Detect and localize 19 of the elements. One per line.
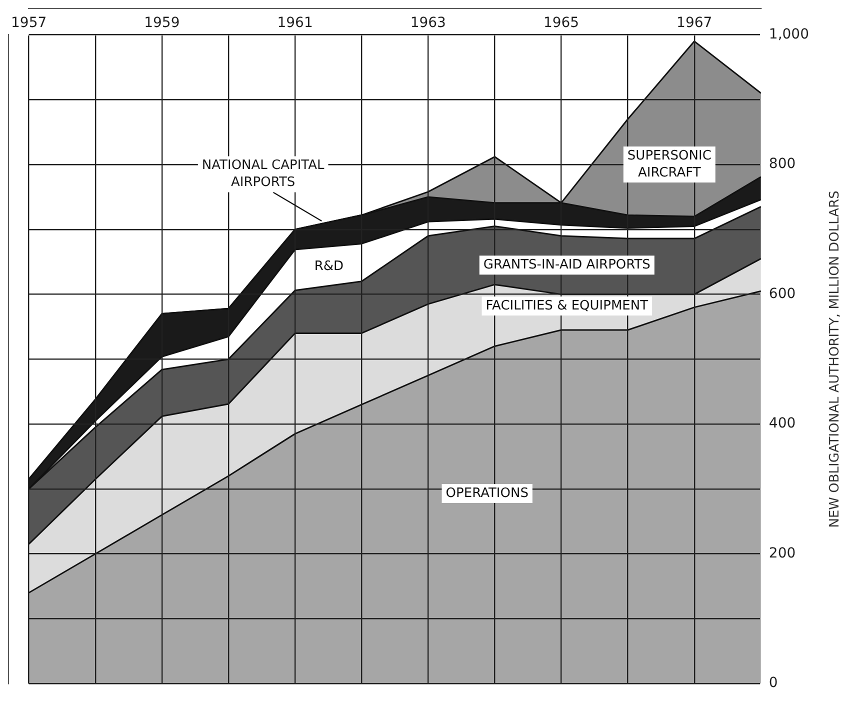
x-tick-label: 1967 xyxy=(676,15,712,32)
y-tick-label: 800 xyxy=(768,156,796,172)
series-label: R&D xyxy=(314,258,344,274)
x-tick-label: 1963 xyxy=(410,15,446,32)
series-label: FACILITIES & EQUIPMENT xyxy=(486,298,648,314)
y-tick-label: 0 xyxy=(768,675,778,692)
y-tick-label: 200 xyxy=(768,545,796,562)
y-tick-label: 400 xyxy=(768,416,796,432)
x-tick-label: 1957 xyxy=(10,15,47,32)
series-label: OPERATIONS xyxy=(446,486,528,501)
y-tick-label: 600 xyxy=(768,286,796,302)
series-label: GRANTS-IN-AID AIRPORTS xyxy=(483,258,650,272)
x-tick-label: 1959 xyxy=(144,15,180,32)
y-axis-title: NEW OBLIGATIONAL AUTHORITY, MILLION DOLLARS xyxy=(827,190,842,528)
x-tick-label: 1961 xyxy=(277,15,313,32)
series-label: SUPERSONIC AIRCRAFT xyxy=(627,148,712,180)
y-tick-label: 1,000 xyxy=(768,26,810,42)
text: NATIONAL CAPITAL AIRPORTS xyxy=(202,158,325,190)
x-tick-label: 1965 xyxy=(543,15,580,32)
